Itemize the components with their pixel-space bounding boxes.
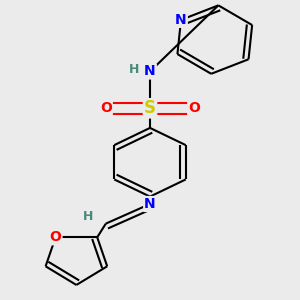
Text: S: S bbox=[144, 99, 156, 117]
Text: N: N bbox=[144, 197, 156, 211]
Text: O: O bbox=[188, 101, 200, 115]
Text: H: H bbox=[83, 210, 93, 223]
Text: O: O bbox=[50, 230, 61, 244]
Text: O: O bbox=[100, 101, 112, 115]
Text: H: H bbox=[129, 62, 139, 76]
Text: N: N bbox=[144, 64, 156, 79]
Text: N: N bbox=[175, 13, 187, 27]
